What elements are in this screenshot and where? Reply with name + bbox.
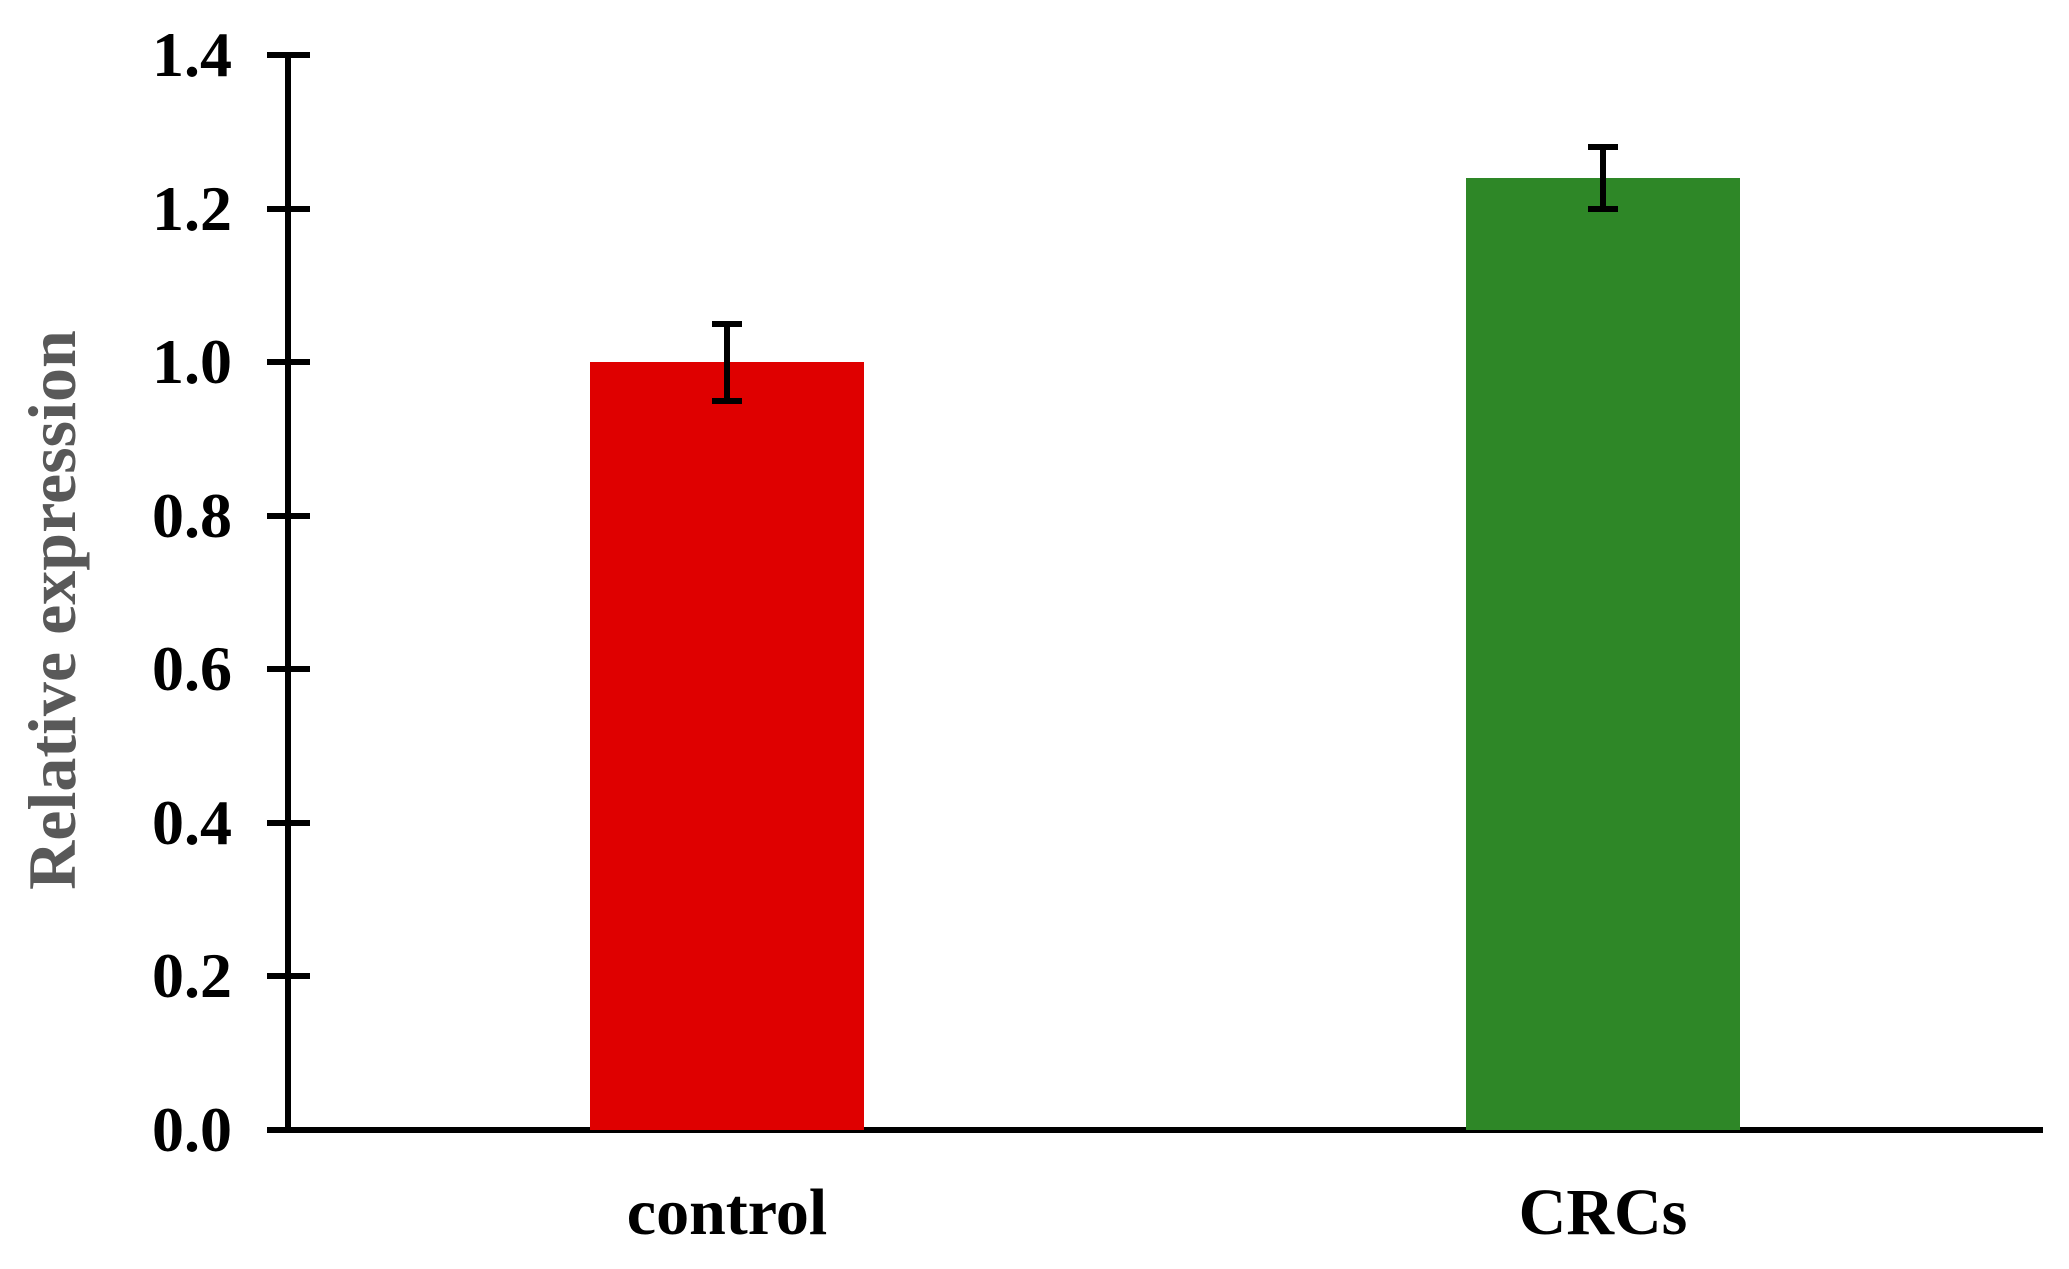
bar-control xyxy=(590,362,864,1130)
x-category-label-control: control xyxy=(626,1176,828,1249)
y-tick-mark xyxy=(267,52,310,58)
y-axis-line xyxy=(285,52,291,1133)
error-bar-line xyxy=(724,323,730,401)
error-bar-cap-top xyxy=(712,320,742,327)
y-tick-label: 0.2 xyxy=(152,940,232,1012)
error-bar-cap-bottom xyxy=(712,397,742,404)
y-tick-label: 1.0 xyxy=(152,326,232,398)
y-tick-mark xyxy=(267,512,310,519)
y-tick-mark xyxy=(267,205,310,212)
y-tick-label: 1.2 xyxy=(152,172,232,244)
x-axis-line xyxy=(267,1127,2043,1133)
y-tick-label: 1.4 xyxy=(152,19,232,90)
y-tick-mark xyxy=(267,666,310,673)
y-tick-mark xyxy=(267,973,310,980)
error-bar-cap-bottom xyxy=(1588,205,1618,212)
y-tick-mark xyxy=(267,359,310,366)
y-tick-label: 0.0 xyxy=(152,1094,232,1165)
error-bar-cap-top xyxy=(1588,144,1618,151)
y-tick-label: 0.8 xyxy=(152,479,232,551)
y-tick-mark xyxy=(267,819,310,826)
bar-crcs xyxy=(1466,177,1740,1130)
error-bar-line xyxy=(1600,147,1606,209)
y-tick-label: 0.4 xyxy=(152,786,232,858)
y-tick-mark xyxy=(267,1127,310,1133)
y-tick-label: 0.6 xyxy=(152,633,232,705)
x-category-label-crcs: CRCs xyxy=(1518,1176,1688,1249)
